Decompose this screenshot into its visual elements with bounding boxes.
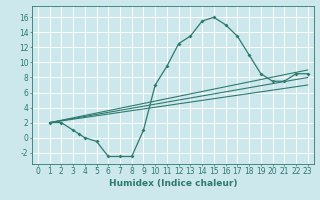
X-axis label: Humidex (Indice chaleur): Humidex (Indice chaleur) bbox=[108, 179, 237, 188]
